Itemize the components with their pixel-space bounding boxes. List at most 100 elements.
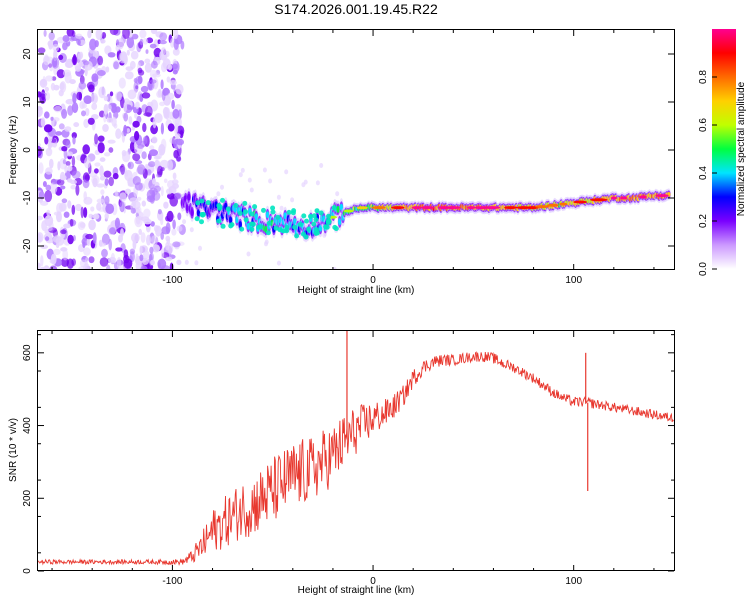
noise-blob <box>50 82 56 91</box>
noise-blob <box>154 113 163 123</box>
spectrogram-image <box>38 30 671 270</box>
noise-blob <box>284 169 289 175</box>
ridge-core <box>196 209 201 217</box>
noise-blob <box>70 179 77 185</box>
noise-blob <box>81 110 86 117</box>
noise-blob <box>150 30 158 35</box>
noise-blob <box>79 101 85 110</box>
snr-axes: -100 0 100 0 200 400 600 <box>22 331 674 587</box>
ridge-hotspot <box>301 213 307 219</box>
ridge-hotspot <box>535 205 549 209</box>
ridge-hotspot <box>199 219 204 225</box>
noise-blob <box>165 256 173 261</box>
noise-blob <box>151 60 158 69</box>
noise-blob <box>44 190 53 203</box>
noise-blob <box>101 248 108 258</box>
noise-blob <box>79 259 87 268</box>
noise-blob <box>264 241 268 247</box>
ridge-hotspot <box>590 198 608 202</box>
noise-blob <box>75 203 82 212</box>
snr-y-tick-label: 200 <box>22 489 33 506</box>
noise-blob <box>130 207 136 214</box>
noise-blob <box>110 252 115 263</box>
noise-blob <box>120 163 125 176</box>
noise-blob <box>60 185 66 190</box>
noise-blob <box>60 257 69 267</box>
noise-blob <box>53 117 60 122</box>
ridge-core <box>187 193 191 201</box>
spectrogram-y-tick-label: 20 <box>22 48 33 60</box>
noise-blob <box>71 30 76 38</box>
noise-blob <box>151 136 158 144</box>
noise-blob <box>89 38 97 51</box>
noise-blob <box>165 222 171 235</box>
ridge-hotspot <box>421 206 435 210</box>
colorbar-tick-label: 0.4 <box>698 166 709 180</box>
noise-blob <box>38 145 42 157</box>
noise-blob <box>173 149 179 159</box>
noise-blob <box>153 185 161 193</box>
noise-blob <box>123 124 128 137</box>
noise-blob <box>45 147 53 157</box>
ridge-hotspot <box>194 216 200 222</box>
noise-blob <box>142 257 149 265</box>
noise-blob <box>69 218 74 227</box>
noise-blob <box>319 163 324 168</box>
noise-blob <box>126 128 130 133</box>
noise-blob <box>65 161 71 166</box>
noise-blob <box>118 77 126 89</box>
noise-blob <box>83 191 87 201</box>
noise-blob <box>167 192 176 200</box>
colorbar-tick-label: 0.0 <box>698 262 709 276</box>
noise-blob <box>149 79 157 84</box>
ridge-hotspot <box>411 206 422 210</box>
noise-blob <box>335 191 340 197</box>
noise-blob <box>138 69 145 76</box>
noise-blob <box>167 92 175 100</box>
ridge-hotspot <box>270 205 276 211</box>
noise-blob <box>61 108 68 119</box>
noise-blob <box>166 210 174 222</box>
noise-blob <box>82 241 86 249</box>
noise-blob <box>127 161 134 170</box>
noise-blob <box>92 213 100 220</box>
noise-blob <box>176 225 183 232</box>
spectrogram-y-tick-label: -10 <box>22 190 33 205</box>
noise-blob <box>108 227 116 235</box>
noise-blob <box>53 248 61 255</box>
noise-blob <box>87 117 95 125</box>
noise-blob <box>82 178 90 189</box>
noise-blob <box>60 247 67 252</box>
noise-blob <box>160 122 164 135</box>
ridge-hotspot <box>252 204 258 210</box>
noise-blob <box>64 126 72 132</box>
noise-blob <box>71 55 78 66</box>
noise-blob <box>59 82 65 91</box>
noise-blob <box>160 231 164 240</box>
noise-blob <box>142 38 149 45</box>
ridge-hotspot <box>343 209 354 213</box>
noise-blob <box>157 258 167 270</box>
ridge-hotspot <box>199 198 205 204</box>
ridge-core <box>283 212 287 220</box>
noise-blob <box>77 221 86 231</box>
noise-blob <box>132 120 140 128</box>
ridge-hotspot <box>311 221 317 227</box>
noise-blob <box>58 54 64 61</box>
noise-blob <box>163 201 169 209</box>
noise-blob <box>122 151 131 163</box>
noise-blob <box>63 223 72 229</box>
noise-blob <box>145 49 149 54</box>
snr-series <box>38 331 674 566</box>
noise-blob <box>131 33 139 40</box>
ridge-hotspot <box>200 212 206 218</box>
noise-blob <box>91 102 98 110</box>
noise-blob <box>42 55 50 66</box>
noise-blob <box>139 254 144 262</box>
ridge-hotspot <box>249 221 255 227</box>
noise-blob <box>249 187 254 193</box>
noise-blob <box>65 98 75 105</box>
noise-blob <box>72 136 76 145</box>
noise-blob <box>53 49 58 59</box>
noise-blob <box>172 219 176 230</box>
